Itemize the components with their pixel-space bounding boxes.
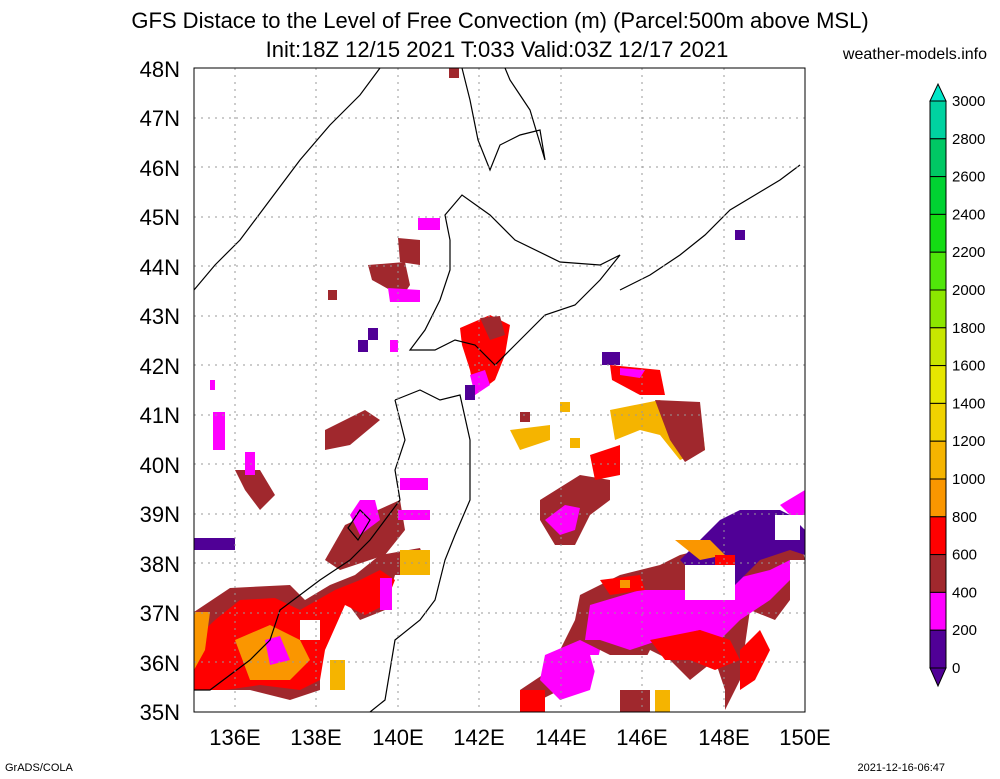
colorbar-label: 1800 <box>952 320 985 337</box>
software-label: GrADS/COLA <box>5 762 73 774</box>
lat-label: 45N <box>140 205 180 230</box>
lon-label: 146E <box>616 725 667 750</box>
lat-label: 36N <box>140 651 180 676</box>
lat-label: 48N <box>140 57 180 82</box>
lat-axis: 48N 47N 46N 45N 44N 43N 42N 41N 40N 39N … <box>140 57 180 725</box>
credit-label: weather-models.info <box>842 46 987 63</box>
chart-subtitle: Init:18Z 12/15 2021 T:033 Valid:03Z 12/1… <box>265 37 729 62</box>
chart-title: GFS Distace to the Level of Free Convect… <box>131 8 869 33</box>
colorbar-label: 2400 <box>952 206 985 223</box>
colorbar-swatch <box>929 629 947 669</box>
colorbar-bottom-arrow <box>929 667 947 688</box>
lon-label: 148E <box>698 725 749 750</box>
colorbar-label: 600 <box>952 547 977 564</box>
plot-frame <box>193 67 806 713</box>
colorbar-swatch <box>929 516 947 556</box>
colorbar-label: 2800 <box>952 131 985 148</box>
lat-label: 38N <box>140 552 180 577</box>
colorbar-label: 1600 <box>952 358 985 375</box>
colorbar-label: 1000 <box>952 471 985 488</box>
colorbar-swatch <box>929 554 947 593</box>
colorbar-label: 800 <box>952 509 977 526</box>
plot-area <box>193 67 806 713</box>
lat-label: 35N <box>140 700 180 725</box>
colorbar-label: 1400 <box>952 395 985 412</box>
colorbar-label: 3000 <box>952 93 985 110</box>
lon-label: 142E <box>453 725 504 750</box>
lat-label: 46N <box>140 156 180 181</box>
colorbar-label: 1200 <box>952 433 985 450</box>
lon-label: 144E <box>535 725 586 750</box>
colorbar-swatch <box>929 440 947 480</box>
colorbar-label: 2600 <box>952 169 985 186</box>
colorbar-swatch <box>929 478 947 518</box>
colorbar-swatch <box>929 100 947 140</box>
colorbar-label: 2200 <box>952 244 985 261</box>
coastlines <box>193 67 801 713</box>
colorbar-swatch <box>929 365 947 404</box>
colorbar: 3000280026002400220020001800160014001200… <box>929 82 985 688</box>
colorbar-top-arrow <box>929 82 947 102</box>
lon-axis: 136E 138E 140E 142E 144E 146E 148E 150E <box>209 725 830 750</box>
colorbar-swatch <box>929 138 947 178</box>
lon-label: 138E <box>290 725 341 750</box>
colorbar-swatch <box>929 213 947 253</box>
lat-label: 44N <box>140 255 180 280</box>
lat-label: 42N <box>140 354 180 379</box>
colorbar-swatch <box>929 251 947 291</box>
timestamp-label: 2021-12-16-06:47 <box>857 762 945 774</box>
lat-label: 41N <box>140 403 180 428</box>
colorbar-label: 2000 <box>952 282 985 299</box>
colorbar-swatch <box>929 591 947 631</box>
lat-label: 39N <box>140 502 180 527</box>
colorbar-swatch <box>929 289 947 329</box>
lat-label: 40N <box>140 453 180 478</box>
colorbar-swatch <box>929 402 947 442</box>
lat-label: 37N <box>140 601 180 626</box>
lat-label: 43N <box>140 304 180 329</box>
colorbar-swatch <box>929 327 947 367</box>
colorbar-label: 0 <box>952 660 960 677</box>
lon-label: 150E <box>779 725 830 750</box>
lon-label: 140E <box>372 725 423 750</box>
grid <box>194 68 805 712</box>
colorbar-label: 400 <box>952 584 977 601</box>
lon-label: 136E <box>209 725 260 750</box>
lat-label: 47N <box>140 106 180 131</box>
colorbar-swatch <box>929 176 947 215</box>
colorbar-label: 200 <box>952 622 977 639</box>
